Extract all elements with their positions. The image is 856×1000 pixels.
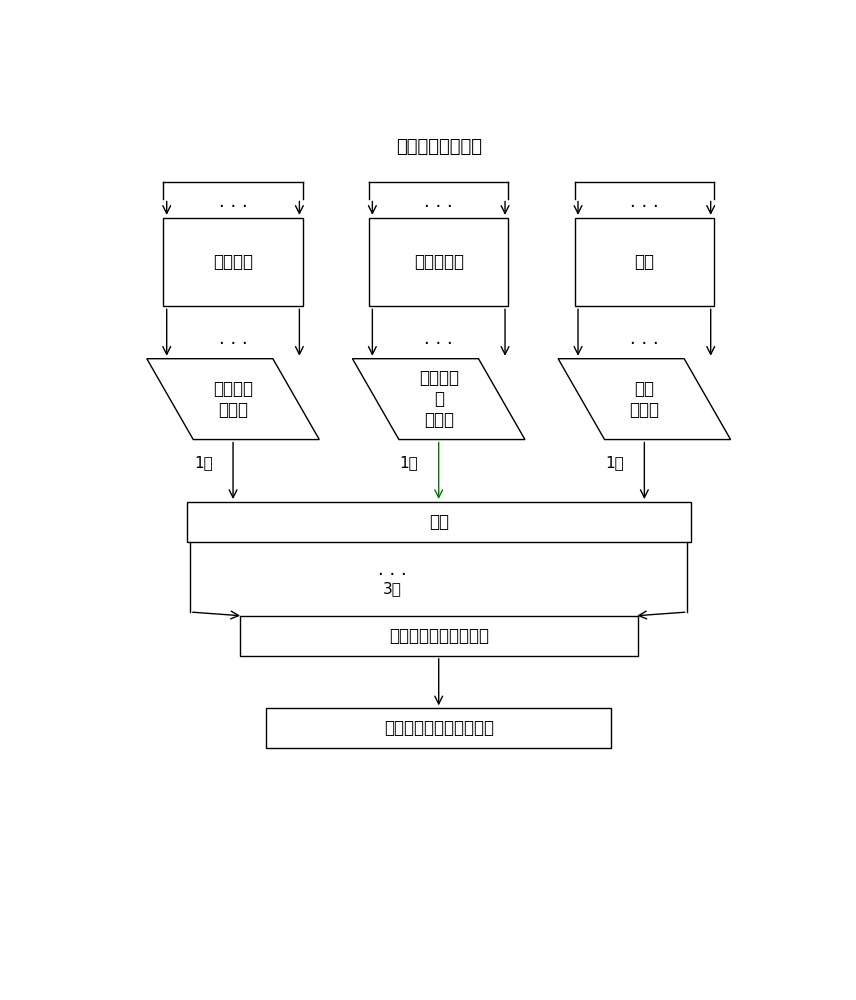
Text: 风速: 风速 [634,253,654,271]
Text: 1维: 1维 [605,456,624,471]
Text: 环境温度: 环境温度 [213,253,253,271]
Text: 1维: 1维 [400,456,419,471]
Text: 3维: 3维 [383,581,401,596]
Polygon shape [147,359,319,440]
Polygon shape [558,359,730,440]
Text: 输入: 输入 [429,513,449,531]
Text: . . .: . . . [630,330,659,348]
Text: 光伏组件温度预测模型: 光伏组件温度预测模型 [389,627,489,645]
Bar [163,218,303,306]
Bar [187,502,691,542]
Text: . . .: . . . [425,330,453,348]
Text: 太阳辐射度: 太阳辐射度 [413,253,464,271]
Text: . . .: . . . [425,193,453,211]
Text: 太阳辐射
度
预测值: 太阳辐射 度 预测值 [419,369,459,429]
Text: . . .: . . . [377,561,407,579]
Text: 1维: 1维 [193,456,212,471]
Text: 风速
预测值: 风速 预测值 [629,380,659,419]
Bar [240,616,638,656]
Text: . . .: . . . [218,193,247,211]
Text: . . .: . . . [630,193,659,211]
Bar [266,708,611,748]
Text: 输出光伏组件温度预测值: 输出光伏组件温度预测值 [383,719,494,737]
Text: . . .: . . . [218,330,247,348]
Text: 定义气象影响因子: 定义气象影响因子 [395,138,482,156]
Polygon shape [353,359,525,440]
Text: 环境温度
预测值: 环境温度 预测值 [213,380,253,419]
Bar [369,218,508,306]
Bar [574,218,714,306]
